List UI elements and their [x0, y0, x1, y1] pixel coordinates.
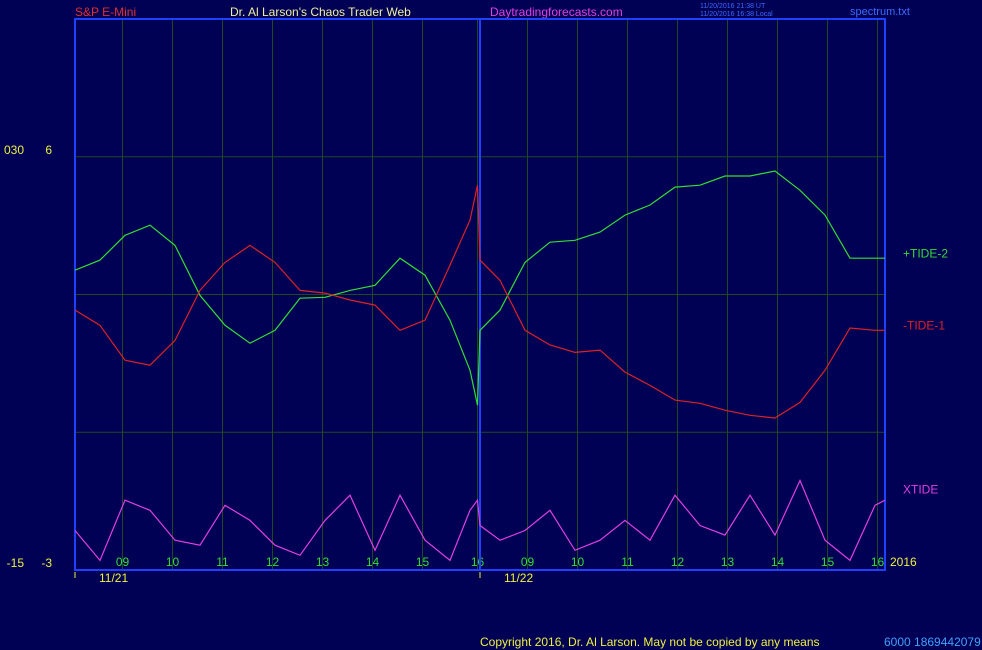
x-tick-label: 16: [471, 555, 485, 569]
series-label: XTIDE: [903, 482, 938, 496]
x-tick-label: 15: [416, 555, 430, 569]
site: Daytradingforecasts.com: [490, 5, 623, 19]
code: 6000 1869442079: [884, 635, 981, 649]
x-tick-label: 15: [821, 555, 835, 569]
x-tick-label: 09: [116, 555, 130, 569]
y-tick-label: 6: [45, 143, 52, 157]
y2-tick-label: -15: [7, 556, 25, 570]
x-tick-label: 12: [671, 555, 685, 569]
x-tick-label: 10: [571, 555, 585, 569]
x-tick-label: 11: [216, 555, 229, 569]
year-label: 2016: [890, 555, 917, 569]
series-label: -TIDE-1: [903, 318, 945, 332]
copyright: Copyright 2016, Dr. Al Larson. May not b…: [480, 635, 820, 649]
x-tick-label: 13: [316, 555, 330, 569]
stamp-local: 11/20/2016 16:38 Local: [700, 11, 773, 18]
plot-frame: [74, 18, 886, 571]
symbol: S&P E-Mini: [75, 5, 136, 19]
x-tick-label: 11: [621, 555, 634, 569]
file-name: spectrum.txt: [850, 6, 910, 18]
y-tick-label: -3: [41, 556, 52, 570]
x-tick-label: 10: [166, 555, 180, 569]
x-tick-label: 16: [871, 555, 885, 569]
x-tick-label: 14: [771, 555, 785, 569]
x-tick-label: 12: [266, 555, 280, 569]
chart-title: Dr. Al Larson's Chaos Trader Web: [230, 5, 411, 19]
y2-tick-label: 030: [4, 143, 24, 157]
x-tick-label: 13: [721, 555, 735, 569]
x-tick-label: 09: [521, 555, 535, 569]
x-tick-label: 14: [366, 555, 380, 569]
series-line: [74, 185, 885, 419]
series-label: +TIDE-2: [903, 246, 948, 260]
date-label: 11/21: [99, 571, 128, 585]
stamp-ut: 11/20/2016 21:38 UT: [700, 3, 766, 10]
series-line: [74, 479, 886, 562]
series-line: [74, 170, 885, 406]
date-label: 11/22: [504, 571, 533, 585]
